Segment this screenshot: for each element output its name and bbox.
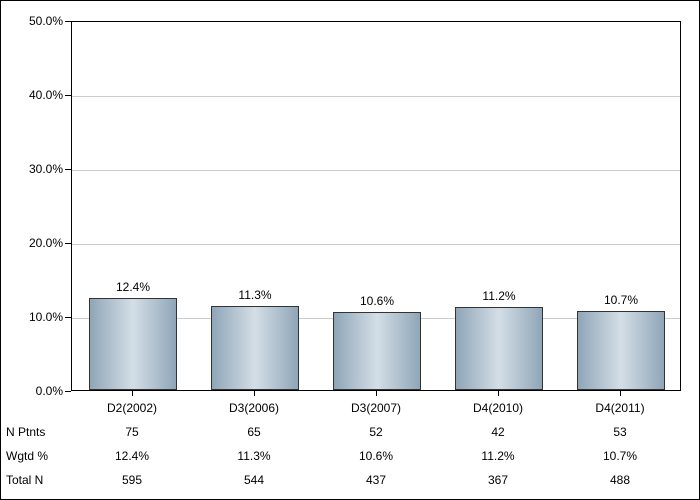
bar <box>577 311 665 390</box>
grid-line <box>72 170 680 171</box>
table-cell: 52 <box>315 425 437 439</box>
bar-value-label: 11.3% <box>238 288 271 302</box>
table-row-header: N Ptnts <box>6 425 66 439</box>
y-tick <box>65 317 71 318</box>
table-row: N Ptnts7565524253 <box>71 420 681 444</box>
table-row-header: Total N <box>6 473 66 487</box>
data-table: D2(2002)D3(2006)D3(2007)D4(2010)D4(2011)… <box>71 396 681 492</box>
bar <box>211 306 299 390</box>
x-tick <box>376 391 377 396</box>
bar-value-label: 10.6% <box>360 294 394 308</box>
bar <box>455 307 543 390</box>
table-cell: 367 <box>437 473 559 487</box>
table-cell: D3(2007) <box>315 401 437 415</box>
table-cell: 11.2% <box>437 449 559 463</box>
table-row-header: Wgtd % <box>6 449 66 463</box>
table-cell: D4(2011) <box>559 401 681 415</box>
table-cell: 544 <box>193 473 315 487</box>
x-tick <box>132 391 133 396</box>
y-tick-label: 50.0% <box>1 14 63 28</box>
bar <box>333 312 421 390</box>
y-tick-label: 20.0% <box>1 236 63 250</box>
x-tick <box>254 391 255 396</box>
table-cell: D3(2006) <box>193 401 315 415</box>
table-row: D2(2002)D3(2006)D3(2007)D4(2010)D4(2011) <box>71 396 681 420</box>
grid-line <box>72 96 680 97</box>
table-cell: 10.6% <box>315 449 437 463</box>
table-cell: D2(2002) <box>71 401 193 415</box>
table-cell: 11.3% <box>193 449 315 463</box>
table-row: Wgtd %12.4%11.3%10.6%11.2%10.7% <box>71 444 681 468</box>
table-row: Total N595544437367488 <box>71 468 681 492</box>
table-cell: 10.7% <box>559 449 681 463</box>
table-cell: 12.4% <box>71 449 193 463</box>
chart-container: 12.4%11.3%10.6%11.2%10.7% D2(2002)D3(200… <box>0 0 700 500</box>
table-cell: 75 <box>71 425 193 439</box>
table-cell: 437 <box>315 473 437 487</box>
table-cell: D4(2010) <box>437 401 559 415</box>
y-tick <box>65 243 71 244</box>
y-tick <box>65 21 71 22</box>
table-cell: 488 <box>559 473 681 487</box>
y-tick-label: 10.0% <box>1 310 63 324</box>
y-tick <box>65 169 71 170</box>
bar-value-label: 10.7% <box>604 293 638 307</box>
y-tick <box>65 391 71 392</box>
table-cell: 42 <box>437 425 559 439</box>
x-tick <box>498 391 499 396</box>
bar-value-label: 12.4% <box>116 280 150 294</box>
grid-line <box>72 244 680 245</box>
plot-area: 12.4% 11.3% 10.6% 11.2% 10.7% <box>71 21 681 391</box>
y-tick-label: 30.0% <box>1 162 63 176</box>
table-cell: 53 <box>559 425 681 439</box>
x-tick <box>620 391 621 396</box>
bar <box>89 298 177 390</box>
table-cell: 595 <box>71 473 193 487</box>
table-cell: 65 <box>193 425 315 439</box>
y-tick-label: 0.0% <box>1 384 63 398</box>
bar-value-label: 11.2% <box>482 289 515 303</box>
y-tick <box>65 95 71 96</box>
y-tick-label: 40.0% <box>1 88 63 102</box>
